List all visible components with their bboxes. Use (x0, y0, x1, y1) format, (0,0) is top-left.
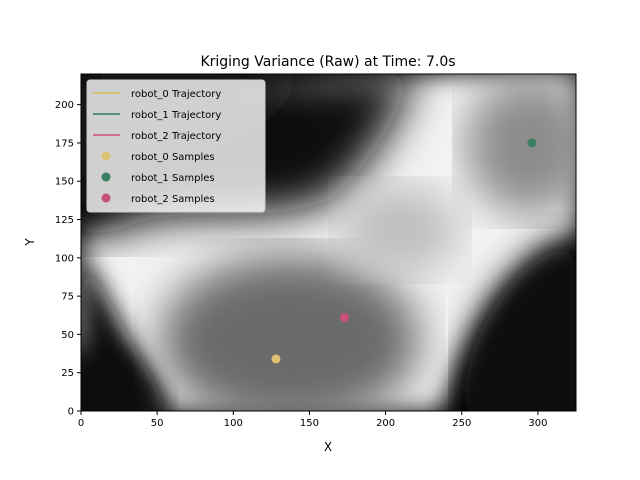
y-tick-label: 75 (61, 292, 74, 303)
y-axis: 0 25 50 75 100 125 150 175 200 (55, 100, 81, 418)
x-tick-label: 200 (376, 418, 395, 429)
legend-marker-swatch (101, 151, 111, 161)
x-tick-label: 300 (528, 418, 547, 429)
y-tick-label: 100 (55, 253, 74, 264)
legend-box (86, 79, 266, 213)
x-tick-label: 250 (452, 418, 471, 429)
legend-marker-swatch (101, 172, 111, 182)
x-tick-label: 0 (78, 418, 84, 429)
sample-point-4 (527, 138, 537, 148)
y-tick-label: 25 (61, 368, 74, 379)
x-tick-label: 50 (151, 418, 164, 429)
y-tick-label: 0 (68, 407, 74, 418)
x-axis-label: X (324, 440, 332, 454)
legend-entry-label: robot_2 Samples (131, 194, 215, 205)
y-axis-label: Y (23, 238, 37, 247)
x-tick-label: 150 (300, 418, 319, 429)
legend-marker-swatch (101, 193, 111, 203)
legend-entry-label: robot_0 Samples (131, 152, 215, 163)
x-axis: 0 50 100 150 200 250 300 (78, 411, 547, 429)
plot-area (80, 73, 577, 412)
sample-point-5 (339, 313, 349, 323)
y-tick-label: 200 (55, 100, 74, 111)
y-tick-label: 175 (55, 138, 74, 149)
legend: robot_0 Trajectory robot_1 Trajectory robo… (86, 79, 266, 213)
legend-entry-label: robot_0 Trajectory (131, 89, 221, 100)
chart-title: Kriging Variance (Raw) at Time: 7.0s (200, 54, 455, 70)
legend-entry-label: robot_1 Samples (131, 173, 215, 184)
y-tick-label: 50 (61, 330, 74, 341)
legend-entry-label: robot_1 Trajectory (131, 110, 221, 121)
sample-points (271, 138, 537, 364)
sample-point-3 (271, 354, 281, 364)
y-tick-label: 125 (55, 215, 74, 226)
legend-entry-label: robot_2 Trajectory (131, 131, 221, 142)
y-tick-label: 150 (55, 177, 74, 188)
x-tick-label: 100 (224, 418, 243, 429)
